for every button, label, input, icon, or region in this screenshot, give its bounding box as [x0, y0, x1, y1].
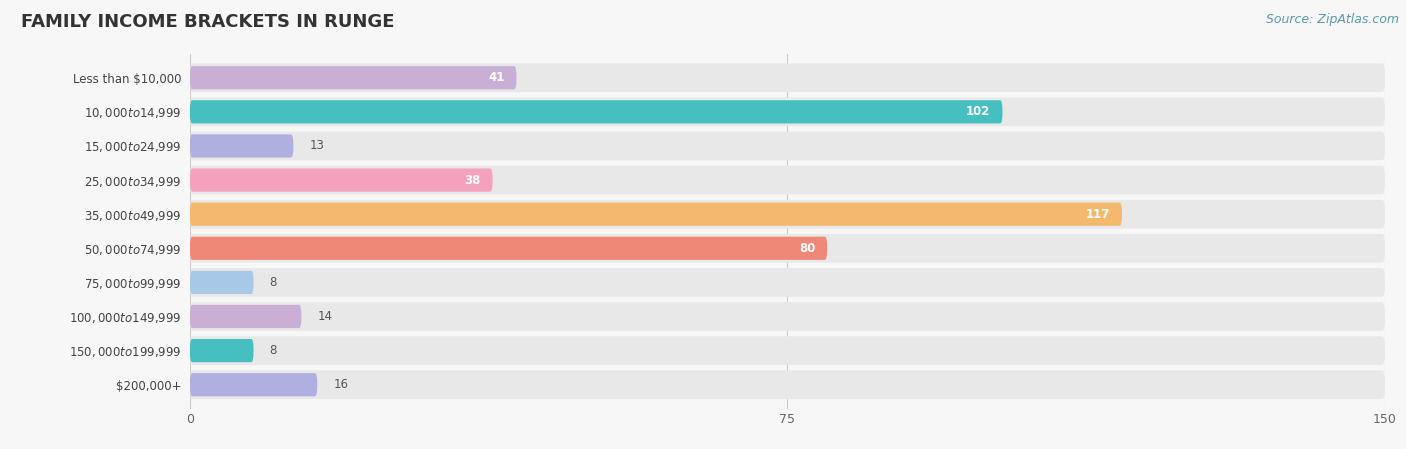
FancyBboxPatch shape [190, 134, 294, 158]
FancyBboxPatch shape [190, 302, 1385, 331]
Text: 117: 117 [1085, 208, 1111, 220]
FancyBboxPatch shape [190, 132, 1385, 160]
Text: 8: 8 [270, 344, 277, 357]
FancyBboxPatch shape [190, 97, 1385, 126]
FancyBboxPatch shape [190, 373, 318, 396]
FancyBboxPatch shape [190, 370, 1385, 399]
FancyBboxPatch shape [190, 268, 1385, 297]
FancyBboxPatch shape [190, 202, 1122, 226]
Text: 8: 8 [270, 276, 277, 289]
FancyBboxPatch shape [190, 166, 1385, 194]
FancyBboxPatch shape [190, 237, 827, 260]
Text: 41: 41 [488, 71, 505, 84]
Text: 16: 16 [333, 378, 349, 391]
Text: 14: 14 [318, 310, 332, 323]
Text: 102: 102 [966, 106, 991, 119]
Text: 80: 80 [799, 242, 815, 255]
FancyBboxPatch shape [190, 200, 1385, 229]
Text: Source: ZipAtlas.com: Source: ZipAtlas.com [1265, 13, 1399, 26]
Text: FAMILY INCOME BRACKETS IN RUNGE: FAMILY INCOME BRACKETS IN RUNGE [21, 13, 395, 31]
Text: 38: 38 [464, 174, 481, 187]
FancyBboxPatch shape [190, 305, 301, 328]
FancyBboxPatch shape [190, 234, 1385, 263]
FancyBboxPatch shape [190, 168, 492, 192]
FancyBboxPatch shape [190, 271, 253, 294]
FancyBboxPatch shape [190, 63, 1385, 92]
FancyBboxPatch shape [190, 339, 253, 362]
FancyBboxPatch shape [190, 336, 1385, 365]
Text: 13: 13 [309, 140, 325, 153]
FancyBboxPatch shape [190, 66, 516, 89]
FancyBboxPatch shape [190, 100, 1002, 123]
